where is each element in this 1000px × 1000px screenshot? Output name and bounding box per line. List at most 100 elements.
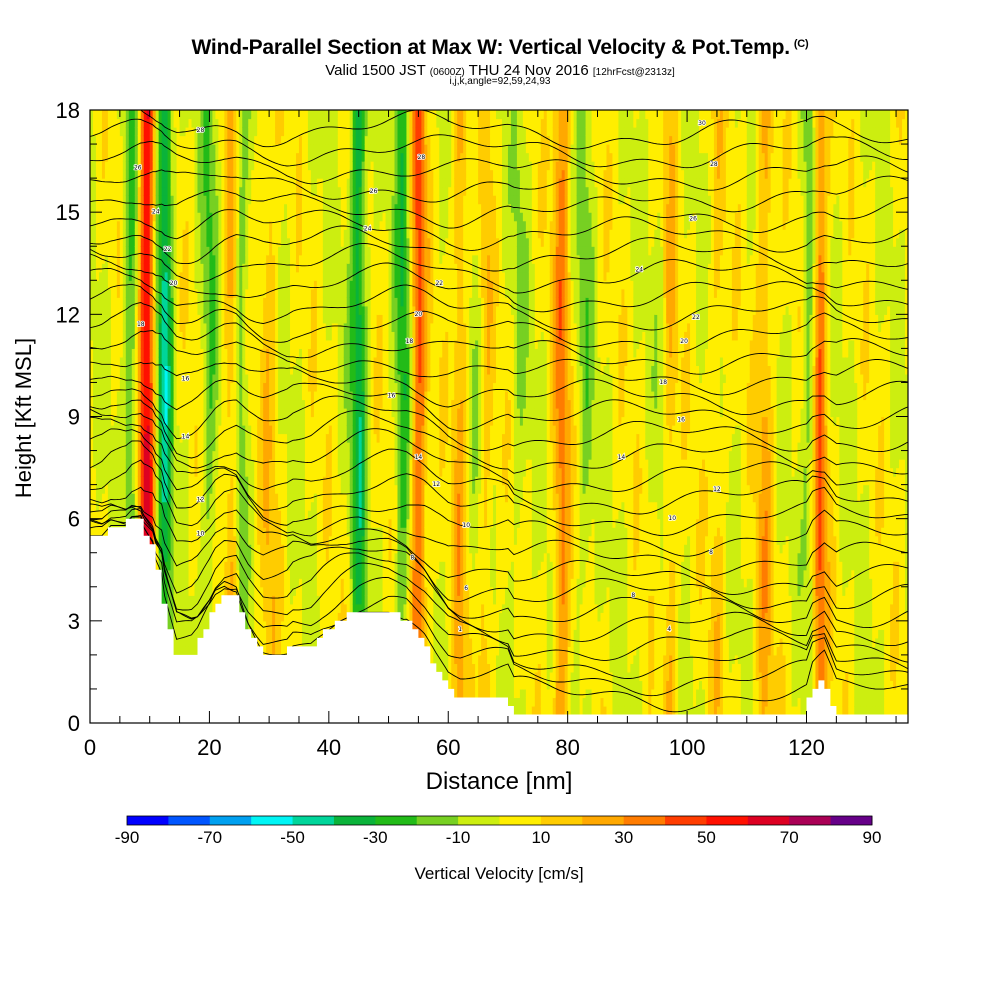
forecast-info: [12hrFcst@2313z] bbox=[592, 67, 675, 78]
velocity-cell bbox=[134, 152, 139, 162]
velocity-cell bbox=[158, 399, 163, 409]
velocity-cell bbox=[95, 271, 100, 281]
velocity-cell bbox=[185, 459, 190, 469]
velocity-cell bbox=[113, 493, 118, 503]
velocity-cell bbox=[98, 220, 103, 230]
velocity-cell bbox=[173, 620, 178, 630]
velocity-cell bbox=[164, 339, 169, 349]
copyright-mark: (C) bbox=[793, 38, 809, 50]
velocity-cell bbox=[134, 356, 139, 367]
velocity-cell bbox=[182, 569, 187, 579]
velocity-cell bbox=[155, 416, 160, 426]
velocity-cell bbox=[173, 331, 178, 341]
velocity-cell bbox=[173, 161, 178, 171]
velocity-cell bbox=[128, 288, 133, 298]
velocity-cell bbox=[125, 476, 130, 486]
velocity-cell bbox=[179, 186, 184, 196]
velocity-cell bbox=[131, 118, 136, 128]
velocity-cell bbox=[140, 365, 145, 375]
velocity-cell bbox=[107, 169, 112, 179]
velocity-cell bbox=[143, 425, 148, 435]
velocity-cell bbox=[152, 535, 157, 545]
velocity-cell bbox=[101, 476, 106, 486]
velocity-cell bbox=[170, 390, 175, 401]
velocity-cell bbox=[173, 425, 178, 435]
velocity-cell bbox=[90, 161, 94, 171]
velocity-cell bbox=[182, 373, 187, 384]
velocity-cell bbox=[92, 237, 97, 247]
velocity-cell bbox=[176, 646, 181, 656]
velocity-cell bbox=[164, 425, 169, 435]
velocity-cell bbox=[164, 110, 169, 120]
velocity-cell bbox=[179, 203, 184, 213]
velocity-cell bbox=[161, 186, 166, 196]
velocity-cell bbox=[158, 220, 163, 230]
velocity-cell bbox=[134, 110, 139, 120]
velocity-cell bbox=[158, 442, 163, 452]
velocity-cell bbox=[179, 544, 184, 554]
velocity-cell bbox=[92, 518, 97, 528]
velocity-cell bbox=[107, 263, 112, 273]
velocity-cell bbox=[113, 425, 118, 435]
velocity-cell bbox=[185, 271, 190, 281]
velocity-cell bbox=[143, 501, 148, 511]
velocity-cell bbox=[128, 263, 133, 273]
velocity-cell bbox=[152, 314, 157, 324]
velocity-cell bbox=[128, 314, 133, 324]
velocity-cell bbox=[95, 425, 100, 435]
velocity-cell bbox=[158, 135, 163, 145]
velocity-cell bbox=[119, 416, 124, 426]
velocity-cell bbox=[155, 399, 160, 409]
velocity-cell bbox=[113, 152, 118, 162]
velocity-cell bbox=[107, 399, 112, 409]
velocity-cell bbox=[167, 254, 172, 264]
velocity-cell bbox=[176, 382, 181, 392]
velocity-cell bbox=[152, 118, 157, 128]
velocity-cell bbox=[90, 382, 94, 392]
velocity-cell bbox=[185, 135, 190, 145]
velocity-cell bbox=[125, 390, 130, 401]
chart-title-text: Wind-Parallel Section at Max W: Vertical… bbox=[191, 36, 791, 59]
velocity-cell bbox=[125, 186, 130, 196]
velocity-cell bbox=[158, 144, 163, 154]
velocity-cell bbox=[170, 152, 175, 162]
velocity-cell bbox=[164, 586, 169, 596]
velocity-cell bbox=[152, 297, 157, 307]
velocity-cell bbox=[95, 237, 100, 247]
velocity-cell bbox=[170, 407, 175, 418]
velocity-cell bbox=[92, 186, 97, 196]
velocity-cell bbox=[176, 118, 181, 128]
velocity-cell bbox=[113, 144, 118, 154]
velocity-cell bbox=[113, 246, 118, 256]
velocity-cell bbox=[95, 144, 100, 154]
velocity-cell bbox=[92, 425, 97, 435]
velocity-cell bbox=[137, 356, 142, 367]
velocity-cell bbox=[146, 212, 151, 222]
velocity-cell bbox=[101, 161, 106, 171]
velocity-cell bbox=[128, 212, 133, 222]
velocity-cell bbox=[176, 459, 181, 469]
velocity-cell bbox=[152, 484, 157, 494]
velocity-cell bbox=[173, 322, 178, 332]
velocity-cell bbox=[122, 416, 127, 426]
velocity-cell bbox=[164, 518, 169, 528]
velocity-cell bbox=[131, 127, 136, 137]
velocity-cell bbox=[164, 305, 169, 315]
velocity-cell bbox=[104, 356, 109, 367]
velocity-cell bbox=[167, 339, 172, 349]
velocity-cell bbox=[185, 195, 190, 205]
velocity-cell bbox=[90, 331, 94, 341]
velocity-cell bbox=[161, 254, 166, 264]
velocity-cell bbox=[152, 501, 157, 511]
velocity-cell bbox=[119, 186, 124, 196]
velocity-cell bbox=[176, 373, 181, 384]
velocity-cell bbox=[182, 297, 187, 307]
velocity-cell bbox=[149, 161, 154, 171]
velocity-cell bbox=[161, 518, 166, 528]
velocity-cell bbox=[185, 407, 190, 418]
velocity-cell bbox=[134, 144, 139, 154]
velocity-cell bbox=[116, 220, 121, 230]
velocity-cell bbox=[113, 459, 118, 469]
velocity-cell bbox=[137, 450, 142, 460]
velocity-cell bbox=[122, 425, 127, 435]
